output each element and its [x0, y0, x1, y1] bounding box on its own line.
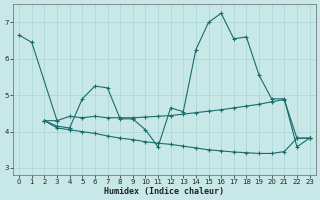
- X-axis label: Humidex (Indice chaleur): Humidex (Indice chaleur): [104, 187, 224, 196]
